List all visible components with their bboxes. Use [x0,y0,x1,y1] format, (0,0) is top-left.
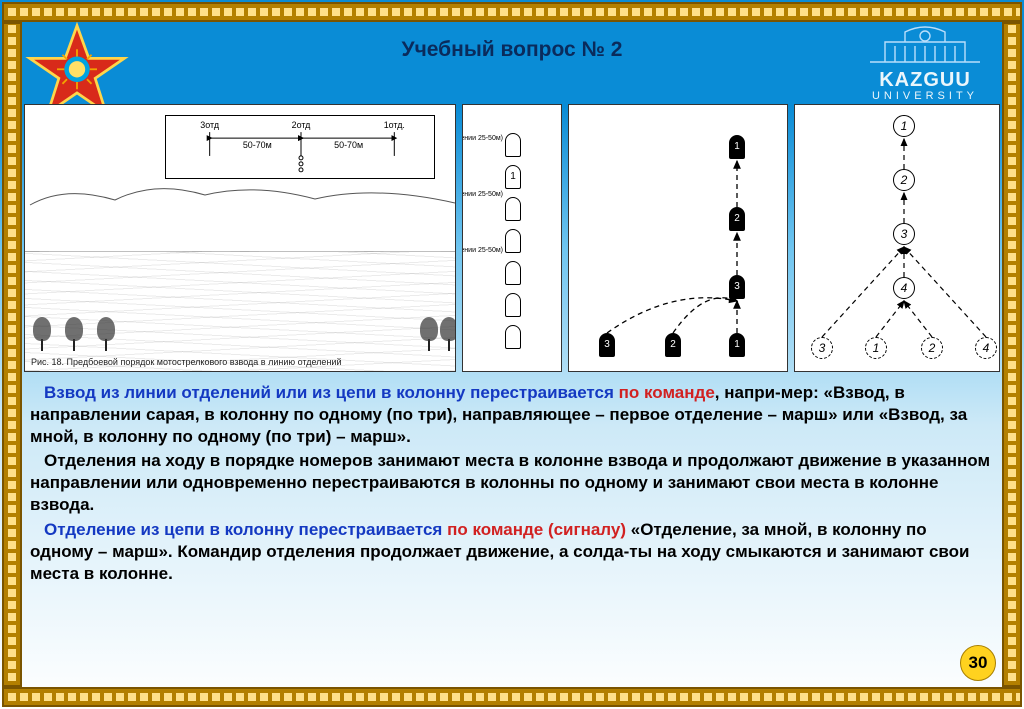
tree-leaf-node: 2 [921,337,943,359]
column-panel: 110м (в движении 25-50м)10м (в движении … [462,104,562,372]
diagram-row: 3отд 2отд 1отд. 50-70м 50-70м [24,104,1000,372]
tree-leaf-node: 1 [865,337,887,359]
body-text: Взвод из линии отделений или из цепи в к… [30,382,994,587]
column-unit [505,197,521,221]
body-span: Отделение из цепи в колонну перестраивае… [44,520,447,539]
landscape-caption: Рис. 18. Предбоевой порядок мотострелков… [31,357,341,367]
merge-unit: 3 [599,333,615,357]
slide-title: Учебный вопрос № 2 [24,38,1000,62]
tree-leaf-node: 4 [975,337,997,359]
svg-text:3отд: 3отд [200,120,220,130]
merge-unit: 2 [729,207,745,231]
merge-panel: 1 2 3 3 2 1 [568,104,788,372]
tree-icon [97,317,115,351]
landscape-panel: 3отд 2отд 1отд. 50-70м 50-70м [24,104,456,372]
merge-unit: 1 [729,333,745,357]
column-dim-label: 10м (в движении 25-50м) [462,191,503,198]
merge-unit: 3 [729,275,745,299]
tree-icon [65,317,83,351]
tree-icon [440,317,456,351]
university-logo: KAZGUU UNIVERSITY [850,24,1000,102]
svg-text:2отд: 2отд [292,120,312,130]
slide-content: KAZGUU UNIVERSITY Учебный вопрос № 2 3от… [24,24,1000,685]
tree-panel: 1 2 3 4 3 1 2 4 [794,104,1000,372]
frame-top [2,2,1022,22]
column-unit: 1 [505,165,521,189]
university-subtitle: UNIVERSITY [850,90,1000,102]
frame-left [2,22,22,687]
tree-node: 2 [893,169,915,191]
tree-node: 3 [893,223,915,245]
column-unit [505,229,521,253]
frame-bottom [2,687,1022,707]
page-number-badge: 30 [960,645,996,681]
frame-right [1002,22,1022,687]
column-unit [505,261,521,285]
svg-text:1отд.: 1отд. [384,120,405,130]
tree-node: 4 [893,277,915,299]
tree-icon [33,317,51,351]
university-name: KAZGUU [850,69,1000,92]
svg-text:50-70м: 50-70м [334,140,363,150]
tree-icon [420,317,438,351]
body-span: по команде (сигналу) [447,520,631,539]
merge-unit: 2 [665,333,681,357]
column-dim-label: 10м (в движении 25-50м) [462,135,503,142]
column-dim-label: 10м (в движении 25-50м) [462,247,503,254]
svg-text:50-70м: 50-70м [243,140,272,150]
landscape-legend: 3отд 2отд 1отд. 50-70м 50-70м [165,115,435,179]
body-span: по команде [619,383,715,402]
body-span: Отделения на ходу в порядке номеров зани… [30,451,990,514]
column-unit [505,293,521,317]
merge-unit: 1 [729,135,745,159]
tree-node: 1 [893,115,915,137]
column-unit [505,133,521,157]
column-unit [505,325,521,349]
body-span: Взвод из линии отделений или из цепи в к… [44,383,619,402]
tree-leaf-node: 3 [811,337,833,359]
